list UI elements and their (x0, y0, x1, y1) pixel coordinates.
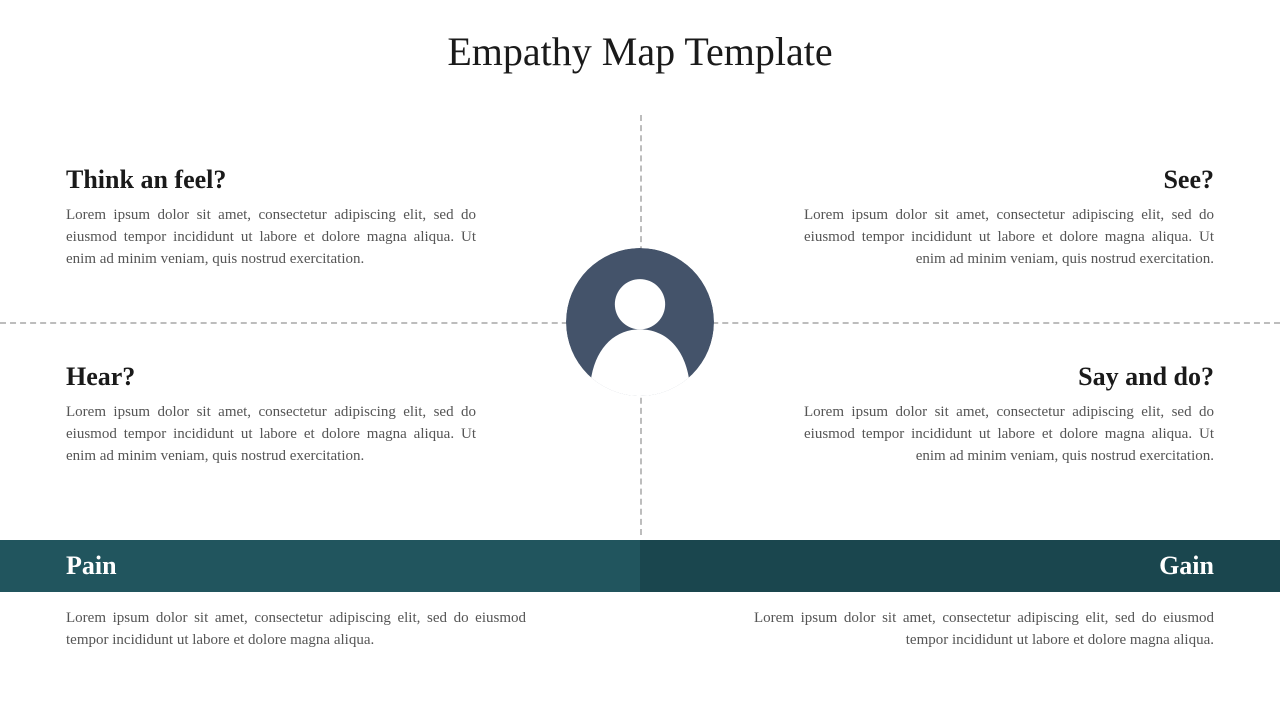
quadrant-think-feel: Think an feel? Lorem ipsum dolor sit ame… (66, 165, 476, 270)
quadrant-heading: Think an feel? (66, 165, 476, 195)
quadrant-heading: Hear? (66, 362, 476, 392)
gain-label: Gain (1159, 551, 1214, 581)
quadrant-see: See? Lorem ipsum dolor sit amet, consect… (804, 165, 1214, 270)
quadrant-heading: See? (804, 165, 1214, 195)
pain-body: Lorem ipsum dolor sit amet, consectetur … (66, 608, 526, 652)
gain-body: Lorem ipsum dolor sit amet, consectetur … (754, 608, 1214, 652)
quadrant-body: Lorem ipsum dolor sit amet, consectetur … (66, 402, 476, 467)
quadrant-body: Lorem ipsum dolor sit amet, consectetur … (804, 205, 1214, 270)
persona-avatar-icon (566, 248, 714, 396)
pain-label: Pain (66, 551, 117, 581)
empathy-map-slide: Empathy Map Template Think an feel? Lore… (0, 0, 1280, 720)
quadrant-say-do: Say and do? Lorem ipsum dolor sit amet, … (804, 362, 1214, 467)
quadrant-hear: Hear? Lorem ipsum dolor sit amet, consec… (66, 362, 476, 467)
quadrant-body: Lorem ipsum dolor sit amet, consectetur … (66, 205, 476, 270)
slide-title: Empathy Map Template (0, 28, 1280, 75)
pain-band: Pain (0, 540, 640, 592)
pain-gain-band: Pain Gain (0, 540, 1280, 592)
quadrant-body: Lorem ipsum dolor sit amet, consectetur … (804, 402, 1214, 467)
gain-band: Gain (640, 540, 1280, 592)
quadrant-heading: Say and do? (804, 362, 1214, 392)
